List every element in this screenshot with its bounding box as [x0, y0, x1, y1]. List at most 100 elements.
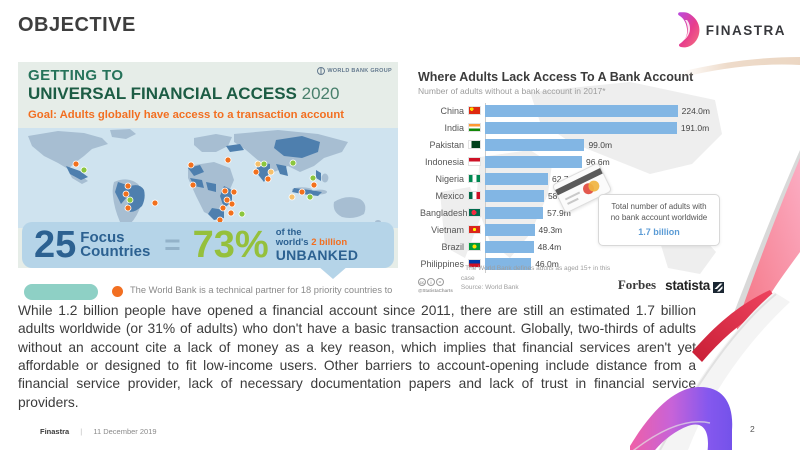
footer-date: 11 December 2019 [93, 427, 157, 436]
caption-worlds: world's [275, 236, 309, 248]
stats-banner: 25 Focus Countries = 73% of the world's … [22, 222, 394, 268]
bar-value: 57.9m [547, 207, 571, 218]
finastra-logo: FINASTRA [676, 12, 786, 48]
unbanked-percent: 73% [192, 224, 269, 266]
flag-vietnam [468, 225, 481, 234]
bar [485, 104, 678, 117]
statista-handle: @StatistaCharts [418, 288, 453, 293]
flag-india [468, 123, 481, 132]
percent-caption: of the world's 2 billion UNBANKED [275, 226, 359, 263]
infographic-title-line1: GETTING TO [28, 67, 124, 84]
caption-two-billion: 2 billion [311, 236, 348, 248]
bar [485, 155, 583, 168]
forbes-logo: Forbes [617, 277, 657, 292]
world-map [18, 128, 398, 228]
bar-label: Nigeria [435, 173, 464, 184]
focus-label-line1: Focus [80, 228, 125, 246]
bar-row: Pakistan 99.0m [420, 136, 726, 153]
bar [485, 138, 585, 151]
world-bank-group-logo: WORLD BANK GROUP [317, 67, 392, 75]
teal-pill [24, 284, 98, 300]
slide-footer: Finastra | 11 December 2019 [40, 427, 157, 436]
bullet-dot [112, 286, 123, 297]
chart-footer: cc i = @StatistaCharts * The World Bank de… [418, 264, 724, 293]
bar-track: 224.0m [485, 104, 710, 117]
bar-label: Bangladesh [420, 207, 468, 218]
bar [485, 172, 548, 185]
callout-box: Total number of adults with no bank acco… [598, 194, 720, 246]
bar-value: 224.0m [681, 105, 710, 116]
infographic-footnote: The World Bank is a technical partner fo… [130, 285, 393, 295]
chart-source: Source: World Bank [460, 284, 519, 292]
bar-label: Brazil [441, 241, 464, 252]
bar-value: 49.3m [538, 224, 563, 235]
infographic-title-main: UNIVERSAL FINANCIAL ACCESS [28, 84, 297, 103]
bar-row: India 191.0m [420, 119, 726, 136]
bar-row: Philippines 46.0m [420, 255, 726, 272]
statista-chart: Where Adults Lack Access To A Bank Accou… [410, 62, 730, 298]
caption-line1: of the [275, 226, 302, 238]
caption-unbanked: UNBANKED [275, 246, 359, 263]
bar-track: 191.0m [485, 121, 710, 134]
flag-pakistan [468, 140, 481, 149]
chart-subtitle: Number of adults without a bank account … [418, 86, 606, 96]
bar-track: 48.4m [485, 240, 710, 253]
bar-label: Vietnam [431, 224, 464, 235]
bar-row: Brazil 48.4m [420, 238, 726, 255]
bar [485, 121, 677, 134]
bar [485, 240, 534, 253]
bar-value: 191.0m [680, 122, 710, 133]
body-paragraph: While 1.2 billion people have opened a f… [18, 303, 696, 410]
bar-track: 57.9m [485, 206, 710, 219]
bar-label: Indonesia [424, 156, 464, 167]
caption-line2: world's 2 billion [275, 236, 359, 248]
bar-track: 99.0m [485, 138, 710, 151]
chart-title: Where Adults Lack Access To A Bank Accou… [418, 70, 694, 84]
focus-countries-count: 25 [34, 224, 77, 266]
chart-notes: * The World Bank defines adults as aged … [461, 264, 618, 293]
callout-value: 1.7 billion [638, 226, 680, 237]
equals-sign: = [164, 229, 181, 260]
globe-icon [317, 67, 326, 75]
bar-rows: China 224.0m India 191.0m Pakistan [420, 102, 726, 272]
bar-value: 96.6m [586, 156, 610, 167]
flag-nigeria [468, 174, 481, 183]
bar-value: 46.0m [535, 258, 559, 269]
focus-label-line2: Countries [80, 243, 151, 260]
statista-logo-icon [713, 280, 724, 293]
flag-china [468, 106, 481, 115]
cc-icon: = [436, 278, 444, 286]
world-bank-group-label: WORLD BANK GROUP [327, 68, 392, 74]
bar-value: 48.4m [537, 241, 562, 252]
bar [485, 257, 532, 270]
cc-icon: cc [418, 278, 426, 286]
bar-label: Philippines [420, 258, 464, 269]
footer-brand: Finastra [40, 427, 70, 436]
bar-row: Bangladesh 57.9m [420, 204, 726, 221]
cc-icons: cc i = [418, 278, 453, 286]
cc-icon: i [427, 278, 435, 286]
bar-row: Vietnam 49.3m [420, 221, 726, 238]
flag-indonesia [468, 157, 481, 166]
world-bank-infographic: WORLD BANK GROUP GETTING TO UNIVERSAL FI… [18, 62, 398, 300]
statista-logo: statista [665, 277, 710, 293]
banner-tail [318, 266, 348, 279]
callout-line1: Total number of adults with [611, 202, 707, 211]
flag-mexico [468, 191, 481, 200]
infographic-title-line2: UNIVERSAL FINANCIAL ACCESS 2020 [28, 84, 339, 104]
bar-label: China [440, 105, 464, 116]
cc-license: cc i = @StatistaCharts [418, 278, 453, 293]
infographic-goal: Goal: Adults globally have access to a t… [28, 109, 344, 121]
bar [485, 206, 544, 219]
bar-label: Pakistan [429, 139, 464, 150]
finastra-logo-icon [677, 12, 700, 48]
finastra-logo-text: FINASTRA [705, 22, 786, 38]
infographic-footnote-row: The World Bank is a technical partner fo… [18, 268, 398, 300]
callout-line2: no bank account worldwide [610, 212, 708, 222]
axis-line [485, 103, 486, 273]
footer-separator: | [80, 427, 83, 436]
bar-row: China 224.0m [420, 102, 726, 119]
focus-countries-label: Focus Countries [80, 228, 151, 260]
flag-bangladesh [468, 208, 481, 217]
